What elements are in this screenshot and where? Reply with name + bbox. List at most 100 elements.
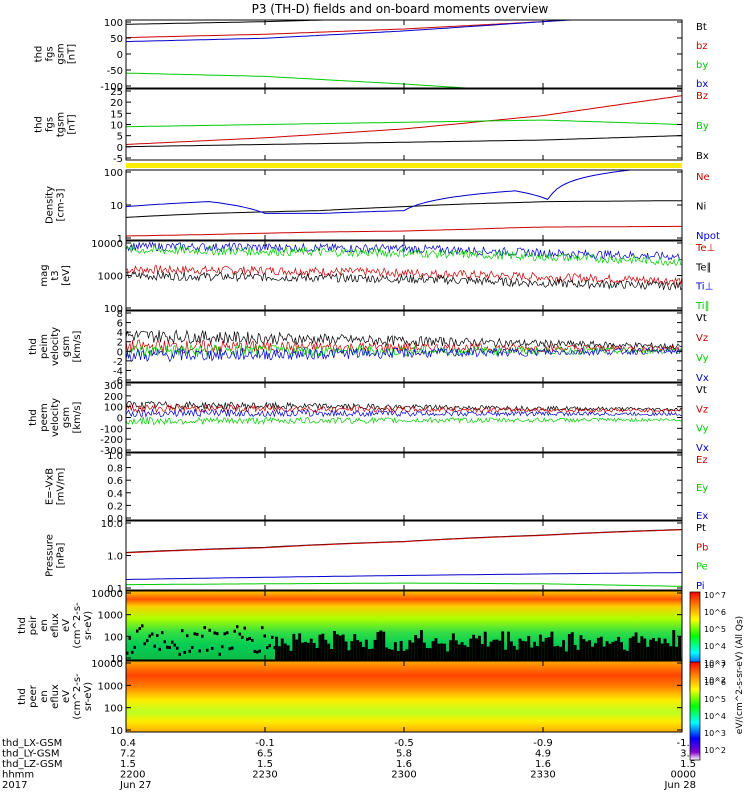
footer-label-0: thd_LX-GSM bbox=[2, 738, 62, 749]
ytick-fgs-1: 50 bbox=[110, 34, 123, 45]
ytick-temperature-0: 10000 bbox=[91, 239, 123, 250]
panel-pressure: Pt Pb Pe Pi 10.0 1.0 0.1 Pressure [nPa] bbox=[45, 519, 709, 595]
panel-frame bbox=[125, 19, 683, 89]
ytick-peim-velocity-1: 6 bbox=[117, 319, 123, 330]
ytick-pressure-2: 0.1 bbox=[107, 584, 123, 595]
ylabel-temperature-1: t3 bbox=[50, 270, 61, 280]
ytick-peem-velocity-0: 300 bbox=[104, 381, 123, 392]
legend-peem-velocity-0: Vt bbox=[696, 385, 707, 396]
ylabel-efield-1: [mV/m] bbox=[56, 468, 67, 506]
peer-colorbar bbox=[689, 661, 701, 761]
legend-peem-velocity-1: Vz bbox=[696, 404, 708, 415]
ylabel-peer-spectrogram-1: peer bbox=[28, 684, 39, 708]
ylabel-peer-spectrogram-3: eflux bbox=[50, 684, 61, 709]
colorbar-label: eV/(cm^2-s-sr-eV) (All Qs) bbox=[735, 616, 745, 734]
ytick-temperature-2: 100 bbox=[104, 304, 123, 315]
ytick-efield-2: 0.6 bbox=[107, 476, 123, 487]
ytick-peer-spectrogram-2: 100 bbox=[104, 704, 123, 715]
ylabel-pressure-1: [nPa] bbox=[56, 542, 67, 568]
ylabel-peim-velocity-0: thd bbox=[28, 338, 39, 355]
spectrogram-image bbox=[126, 661, 682, 732]
series-density-0 bbox=[126, 225, 682, 237]
panel-efield: Ez Ey Ex 1.0 0.80.6 0.40.2 0.0 E=-VxB [mV/m] bbox=[45, 451, 709, 525]
ylabel-pressure-0: Pressure bbox=[45, 534, 56, 577]
series-temperature-1 bbox=[126, 270, 682, 291]
ytick-peir-spectrogram-1: 1000 bbox=[98, 611, 123, 622]
ytick-efield-5: 0.0 bbox=[107, 514, 123, 525]
legend-fgs-3: bx bbox=[696, 79, 708, 90]
peir-colorbar-tick-1: 10^6 bbox=[704, 608, 726, 617]
series-pressure-3 bbox=[126, 572, 682, 580]
ytick-fgs-2: 0 bbox=[117, 50, 123, 61]
legend-temperature-3: Ti∥ bbox=[695, 301, 710, 312]
footer-value-2-3: 1.6 bbox=[535, 759, 551, 770]
ytick-peir-spectrogram-0: 10000 bbox=[91, 589, 123, 600]
series-density-1 bbox=[126, 200, 682, 218]
legend-fgs-tgsm-1: By bbox=[696, 121, 709, 132]
legend-temperature-1: Te∥ bbox=[695, 262, 712, 273]
footer-value-4-0: Jun 27 bbox=[119, 780, 152, 791]
ylabel-peir-spectrogram-0: thd bbox=[17, 617, 28, 634]
legend-pressure-0: Pt bbox=[696, 523, 706, 534]
ylabel-peir-spectrogram-4: eV bbox=[61, 619, 72, 632]
ylabel-fgs-tgsm-3: [nT] bbox=[67, 114, 78, 134]
series-fgs-0 bbox=[126, 20, 340, 25]
ylabel-peem-velocity-3: gsm bbox=[61, 407, 72, 428]
footer-value-3-3: 2330 bbox=[530, 770, 555, 781]
ytick-peim-velocity-3: 2 bbox=[117, 338, 123, 349]
ytick-peem-velocity-2: 100 bbox=[104, 403, 123, 414]
ytick-fgs-tgsm-6: -5 bbox=[113, 154, 123, 165]
footer-value-4-4: Jun 28 bbox=[663, 780, 696, 791]
ylabel-peir-spectrogram-5: (cm^2-s- bbox=[72, 602, 83, 649]
footer-value-3-0: 2200 bbox=[120, 770, 145, 781]
peir-colorbar-tick-3: 10^4 bbox=[704, 642, 726, 651]
peir-colorbar-tick-4: 10^3 bbox=[704, 659, 726, 668]
ylabel-peim-velocity-1: peim bbox=[39, 334, 50, 359]
series-peim-velocity-2 bbox=[126, 343, 682, 359]
legend-peim-velocity-3: Vx bbox=[696, 373, 709, 384]
ylabel-peim-velocity-3: gsm bbox=[61, 336, 72, 357]
ylabel-peem-velocity-4: [km/s] bbox=[72, 401, 83, 433]
ylabel-fgs-tgsm-1: fgs bbox=[45, 117, 56, 132]
ytick-density-0: 100 bbox=[104, 168, 123, 179]
ylabel-peem-velocity-2: velocity bbox=[50, 398, 61, 437]
ylabel-peir-spectrogram-3: eflux bbox=[50, 613, 61, 638]
ylabel-efield-0: E=-VxB bbox=[45, 468, 56, 505]
ytick-temperature-1: 1000 bbox=[98, 272, 123, 283]
footer-value-2-0: 1.5 bbox=[120, 759, 136, 770]
legend-peim-velocity-1: Vz bbox=[696, 333, 708, 344]
ytick-peim-velocity-4: 0 bbox=[117, 347, 123, 358]
ylabel-peir-spectrogram-2: en bbox=[39, 619, 50, 632]
ytick-peim-velocity-0: 8 bbox=[117, 309, 123, 320]
footer-value-3-4: 0000 bbox=[671, 770, 696, 781]
footer-value-0-2: -0.5 bbox=[394, 738, 414, 749]
panel-fgs: Bt bz by bx 100 50 0 -50 -100 thd fgs gsm [nT] bbox=[34, 18, 709, 93]
ytick-efield-1: 0.8 bbox=[107, 464, 123, 475]
legend-pressure-3: Pi bbox=[696, 581, 705, 592]
ylabel-peer-spectrogram-6: sr-eV) bbox=[83, 682, 94, 711]
panel-density: Ne Ni Npot 100 10 1 Density [cm-3] bbox=[45, 168, 720, 245]
ytick-peem-velocity-4: -100 bbox=[100, 424, 123, 435]
series-fgs-tgsm-0 bbox=[126, 95, 682, 145]
series-pressure-2 bbox=[126, 582, 682, 587]
panel-frame bbox=[125, 452, 683, 521]
footer-value-0-3: -0.9 bbox=[533, 738, 553, 749]
ytick-peer-spectrogram-1: 1000 bbox=[98, 681, 123, 692]
ylabel-temperature-2: [eV] bbox=[61, 265, 72, 286]
ytick-peem-velocity-5: -200 bbox=[100, 435, 123, 446]
footer-value-1-1: 6.5 bbox=[257, 749, 273, 760]
peer-colorbar-tick-3: 10^4 bbox=[704, 712, 726, 721]
ytick-efield-4: 0.2 bbox=[107, 501, 123, 512]
legend-density-2: Npot bbox=[696, 231, 720, 242]
legend-peem-velocity-3: Vx bbox=[696, 443, 709, 454]
panel-frame bbox=[125, 382, 683, 453]
panel-temperature: Te⊥ Te∥ Ti⊥ Ti∥ 10000 1000 100 mag t3 [eV] bbox=[39, 239, 715, 315]
footer-label-3: hhmm bbox=[2, 770, 34, 781]
ylabel-density-0: Density bbox=[45, 186, 56, 224]
series-fgs-3 bbox=[126, 20, 579, 43]
ytick-pressure-0: 10.0 bbox=[101, 519, 123, 530]
legend-peim-velocity-2: Vy bbox=[696, 353, 709, 364]
